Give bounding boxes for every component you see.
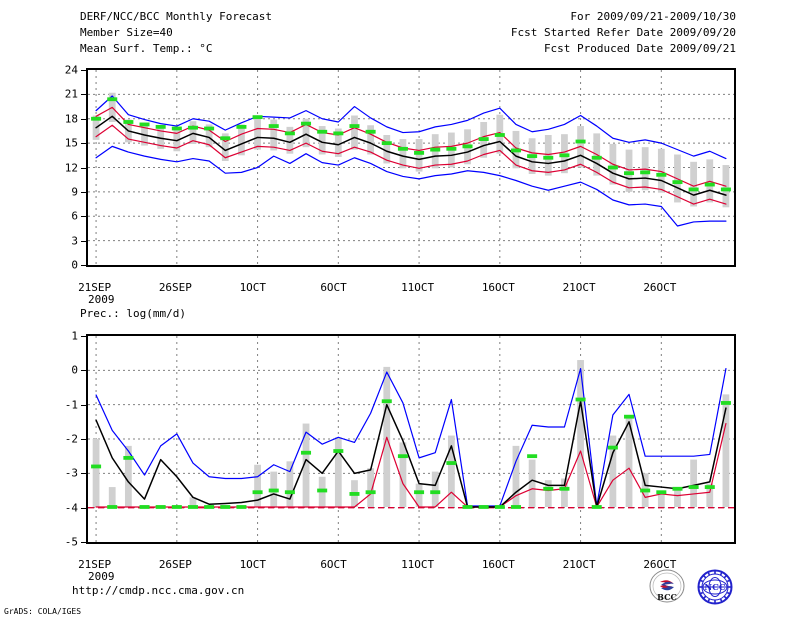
page-title: DERF/NCC/BCC Monthly Forecast bbox=[80, 10, 273, 23]
ncc-logo-icon: NCC bbox=[693, 569, 737, 607]
precipitation-x-tick-label: 21OCT bbox=[562, 558, 596, 571]
temperature-x-tick-label: 26SEP bbox=[158, 281, 192, 294]
temperature-y-tick-mark bbox=[81, 94, 86, 96]
temperature-x-tick-label: 26OCT bbox=[643, 281, 677, 294]
precipitation-x-tick-label: 1OCT bbox=[239, 558, 267, 571]
temperature-y-tick-label: 18 bbox=[64, 112, 78, 126]
precipitation-x-tick-label: 26OCT bbox=[643, 558, 677, 571]
precipitation-y-tick-label: -1 bbox=[64, 398, 78, 412]
temperature-y-tick-label: 12 bbox=[64, 161, 78, 174]
svg-text:BCC: BCC bbox=[657, 592, 677, 602]
temperature-y-tick-mark bbox=[81, 118, 86, 120]
temperature-y-tick-label: 24 bbox=[64, 63, 78, 77]
temperature-y-tick-mark bbox=[81, 240, 86, 242]
precipitation-y-tick-mark bbox=[81, 404, 86, 406]
precipitation-x-axis-year: 2009 bbox=[88, 570, 115, 583]
precipitation-axis-caption: Prec.: log(mm/d) bbox=[80, 307, 186, 320]
precipitation-y-tick-label: 0 bbox=[71, 363, 78, 377]
precipitation-x-tick-label: 6OCT bbox=[320, 558, 347, 571]
temperature-x-axis-year: 2009 bbox=[88, 293, 115, 306]
precipitation-y-tick-label: -5 bbox=[64, 535, 78, 549]
temperature-x-tick-label: 6OCT bbox=[320, 281, 347, 294]
grads-credit: GrADS: COLA/IGES bbox=[4, 607, 82, 616]
temperature-plot bbox=[86, 68, 736, 267]
member-size-label: Member Size=40 bbox=[80, 26, 173, 39]
precipitation-y-tick-mark bbox=[81, 439, 86, 440]
precipitation-y-tick-mark bbox=[81, 336, 86, 337]
precipitation-x-tick-label: 11OCT bbox=[401, 558, 435, 571]
temperature-axis-caption: Mean Surf. Temp.: °C bbox=[80, 42, 213, 55]
svg-text:NCC: NCC bbox=[704, 583, 726, 593]
temperature-x-tick-label: 16OCT bbox=[481, 281, 515, 294]
website-url[interactable]: http://cmdp.ncc.cma.gov.cn bbox=[72, 584, 245, 597]
temperature-y-tick-mark bbox=[81, 191, 86, 193]
temperature-x-tick-label: 21SEP bbox=[78, 281, 112, 294]
logo-group: BCC NCC bbox=[645, 569, 750, 607]
precipitation-plot bbox=[86, 334, 736, 544]
temperature-y-tick-label: 6 bbox=[71, 209, 78, 223]
precipitation-y-tick-mark bbox=[81, 370, 86, 372]
precipitation-x-tick-label: 16OCT bbox=[481, 558, 515, 571]
temperature-x-tick-label: 1OCT bbox=[239, 281, 267, 294]
temperature-y-tick-mark bbox=[81, 216, 86, 218]
precipitation-y-tick-label: 1 bbox=[71, 329, 78, 343]
temperature-x-tick-label: 21OCT bbox=[562, 281, 596, 294]
precipitation-y-tick-mark bbox=[81, 473, 86, 475]
fcst-started-label: Fcst Started Refer Date 2009/09/20 bbox=[510, 26, 736, 39]
precipitation-y-tick-label: -4 bbox=[64, 501, 78, 515]
temperature-y-tick-mark bbox=[81, 70, 86, 71]
fcst-produced-label: Fcst Produced Date 2009/09/21 bbox=[543, 42, 736, 55]
precipitation-y-tick-mark bbox=[81, 542, 86, 543]
temperature-y-tick-mark bbox=[81, 167, 86, 169]
forecast-period-label: For 2009/09/21-2009/10/30 bbox=[570, 10, 736, 23]
temperature-y-tick-label: 0 bbox=[71, 258, 78, 272]
precipitation-x-tick-label: 21SEP bbox=[78, 558, 112, 571]
precipitation-x-tick-label: 26SEP bbox=[158, 558, 192, 571]
temperature-y-tick-label: 9 bbox=[71, 185, 78, 199]
precipitation-y-tick-label: -2 bbox=[64, 432, 78, 446]
precipitation-y-tick-label: -3 bbox=[64, 466, 78, 480]
temperature-y-tick-mark bbox=[81, 265, 86, 266]
bcc-logo-icon: BCC bbox=[645, 569, 689, 607]
temperature-y-tick-label: 15 bbox=[64, 136, 78, 150]
temperature-y-tick-mark bbox=[81, 143, 86, 145]
precipitation-y-tick-mark bbox=[81, 507, 86, 509]
temperature-y-tick-label: 21 bbox=[64, 87, 78, 101]
temperature-y-tick-label: 3 bbox=[71, 234, 78, 248]
temperature-x-tick-label: 11OCT bbox=[401, 281, 435, 294]
